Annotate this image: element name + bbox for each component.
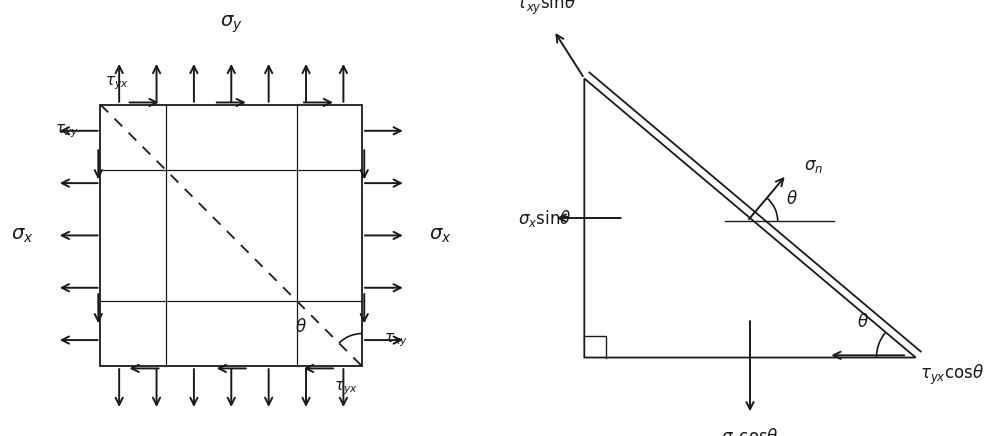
Text: $\tau_{xy}$: $\tau_{xy}$: [55, 122, 79, 140]
Text: $\sigma_y$: $\sigma_y$: [220, 14, 243, 35]
Text: $\tau_{xy}$: $\tau_{xy}$: [384, 331, 408, 349]
Text: $\theta$: $\theta$: [786, 190, 798, 208]
Text: $\sigma_y$cos$\theta$: $\sigma_y$cos$\theta$: [721, 427, 779, 436]
Text: $\tau_{yx}$cos$\theta$: $\tau_{yx}$cos$\theta$: [920, 363, 984, 387]
Text: $\tau_{yx}$: $\tau_{yx}$: [334, 379, 358, 397]
Text: $\tau_{xy}$sin$\theta$: $\tau_{xy}$sin$\theta$: [516, 0, 576, 17]
Text: $\theta$: $\theta$: [295, 318, 307, 336]
Text: $\tau_{yx}$: $\tau_{yx}$: [105, 74, 129, 92]
Text: $\theta$: $\theta$: [857, 313, 869, 331]
Text: $\sigma_n$: $\sigma_n$: [804, 157, 823, 175]
Text: $\sigma_x$sin$\theta$: $\sigma_x$sin$\theta$: [518, 208, 571, 228]
Text: $\sigma_x$: $\sigma_x$: [429, 226, 452, 245]
Text: $\sigma_x$: $\sigma_x$: [11, 226, 33, 245]
